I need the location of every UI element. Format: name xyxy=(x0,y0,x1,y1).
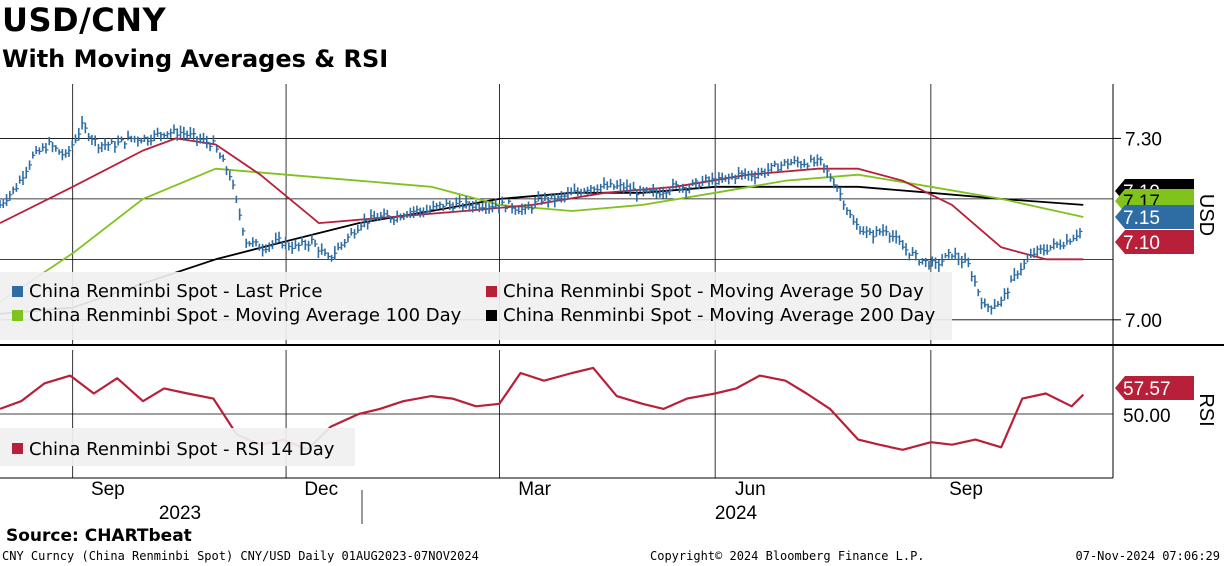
legend-swatch xyxy=(12,310,23,321)
price-y-tick-label: 7.00 xyxy=(1125,311,1162,332)
price-series-line xyxy=(0,185,1084,315)
footer-copyright: Copyright© 2024 Bloomberg Finance L.P. xyxy=(650,549,925,563)
legend-swatch xyxy=(486,310,497,321)
x-year-label: 2023 xyxy=(159,503,201,524)
last-value-tag xyxy=(1115,205,1194,229)
price-y-tick-label: 7.30 xyxy=(1125,129,1162,150)
chart-subtitle: With Moving Averages & RSI xyxy=(2,45,389,73)
legend-label: China Renminbi Spot - Moving Average 50 … xyxy=(503,281,924,302)
legend-label: China Renminbi Spot - Moving Average 200… xyxy=(503,305,936,326)
x-tick-label: Sep xyxy=(949,479,983,500)
last-value-tag-label: 7.15 xyxy=(1123,208,1160,229)
price-legend-box xyxy=(0,272,952,340)
legend-label: China Renminbi Spot - Last Price xyxy=(29,281,322,302)
rsi-legend-box xyxy=(0,428,355,466)
last-value-tag xyxy=(1115,230,1194,254)
footer-ticker-info: CNY Curncy (China Renminbi Spot) CNY/USD… xyxy=(2,549,479,563)
footer-timestamp: 07-Nov-2024 07:06:29 xyxy=(1075,549,1221,563)
x-tick-label: Dec xyxy=(304,479,338,500)
rsi-series-line xyxy=(0,366,1085,451)
chart-title: USD/CNY xyxy=(2,1,167,39)
legend-label: China Renminbi Spot - Moving Average 100… xyxy=(29,305,462,326)
axes: 7.00 7.30 50.00 USD RSI Sep Dec Mar Jun Sep 2023 20… xyxy=(0,84,1224,524)
price-panel-series xyxy=(0,116,1084,315)
rsi-axis-label: RSI xyxy=(1195,393,1217,426)
source-note: Source: CHARTbeat xyxy=(6,526,192,546)
x-tick-label: Sep xyxy=(91,479,125,500)
price-axis-label: USD xyxy=(1195,194,1217,236)
last-value-tag-label: 7.10 xyxy=(1123,233,1160,254)
legend-swatch xyxy=(486,286,497,297)
legend-swatch xyxy=(12,286,23,297)
legend-swatch xyxy=(12,443,23,454)
legend-label: China Renminbi Spot - RSI 14 Day xyxy=(29,439,335,460)
x-year-label: 2024 xyxy=(715,503,758,524)
rsi-last-value-tag-label: 57.57 xyxy=(1123,379,1171,400)
x-tick-label: Mar xyxy=(518,479,551,500)
x-tick-label: Jun xyxy=(735,479,766,500)
rsi-panel-series xyxy=(0,366,1085,451)
legends: China Renminbi Spot - Last Price China Re… xyxy=(0,272,952,466)
rsi-y-tick-label: 50.00 xyxy=(1123,406,1171,427)
rsi-last-value-tag xyxy=(1115,376,1194,400)
